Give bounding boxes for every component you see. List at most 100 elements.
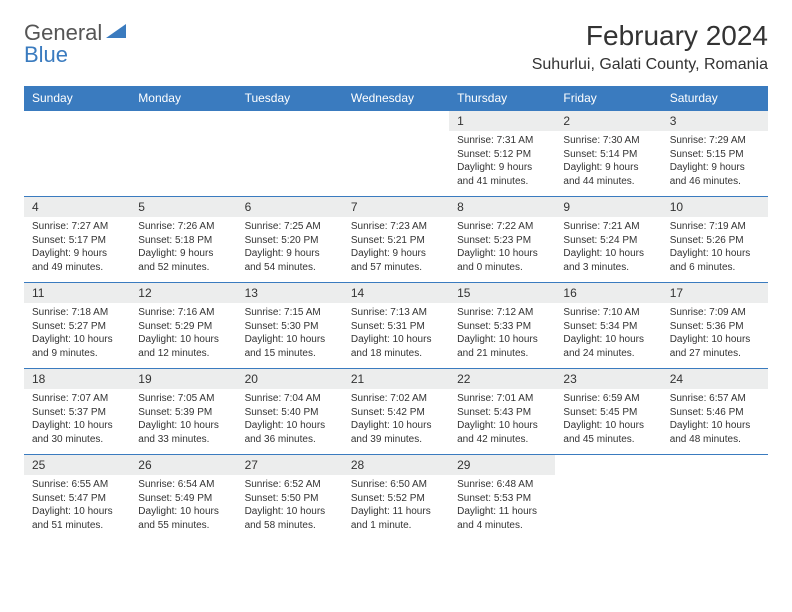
day-line: Sunset: 5:39 PM: [138, 406, 228, 420]
day-content: Sunrise: 7:12 AMSunset: 5:33 PMDaylight:…: [449, 303, 555, 363]
day-line: Sunset: 5:53 PM: [457, 492, 547, 506]
day-number: 11: [24, 283, 130, 303]
day-line: Sunset: 5:49 PM: [138, 492, 228, 506]
calendar-day-cell: 20Sunrise: 7:04 AMSunset: 5:40 PMDayligh…: [237, 369, 343, 455]
day-content: Sunrise: 7:01 AMSunset: 5:43 PMDaylight:…: [449, 389, 555, 449]
day-number: 14: [343, 283, 449, 303]
day-content: Sunrise: 7:29 AMSunset: 5:15 PMDaylight:…: [662, 131, 768, 191]
day-line: Sunset: 5:20 PM: [245, 234, 335, 248]
day-line: Daylight: 10 hours: [245, 505, 335, 519]
header: General February 2024 Suhurlui, Galati C…: [24, 20, 768, 74]
calendar-day-cell: 27Sunrise: 6:52 AMSunset: 5:50 PMDayligh…: [237, 455, 343, 541]
day-content: Sunrise: 7:22 AMSunset: 5:23 PMDaylight:…: [449, 217, 555, 277]
day-line: Daylight: 10 hours: [32, 419, 122, 433]
day-number: 29: [449, 455, 555, 475]
day-line: and 21 minutes.: [457, 347, 547, 361]
day-content: Sunrise: 7:18 AMSunset: 5:27 PMDaylight:…: [24, 303, 130, 363]
day-line: Sunrise: 7:09 AM: [670, 306, 760, 320]
day-content: Sunrise: 6:48 AMSunset: 5:53 PMDaylight:…: [449, 475, 555, 535]
day-line: Sunrise: 7:27 AM: [32, 220, 122, 234]
day-line: and 54 minutes.: [245, 261, 335, 275]
day-line: Daylight: 10 hours: [563, 247, 653, 261]
day-number: 2: [555, 111, 661, 131]
day-number: 6: [237, 197, 343, 217]
day-line: Sunset: 5:33 PM: [457, 320, 547, 334]
day-line: Sunrise: 7:05 AM: [138, 392, 228, 406]
day-line: Sunset: 5:29 PM: [138, 320, 228, 334]
day-line: Sunset: 5:21 PM: [351, 234, 441, 248]
calendar-day-cell: 29Sunrise: 6:48 AMSunset: 5:53 PMDayligh…: [449, 455, 555, 541]
calendar-day-cell: 16Sunrise: 7:10 AMSunset: 5:34 PMDayligh…: [555, 283, 661, 369]
day-line: Sunrise: 7:23 AM: [351, 220, 441, 234]
day-line: Daylight: 11 hours: [457, 505, 547, 519]
logo-line2: Blue: [24, 42, 68, 68]
calendar-day-cell: 2Sunrise: 7:30 AMSunset: 5:14 PMDaylight…: [555, 111, 661, 197]
calendar-day-cell: 14Sunrise: 7:13 AMSunset: 5:31 PMDayligh…: [343, 283, 449, 369]
day-line: Sunrise: 6:55 AM: [32, 478, 122, 492]
day-content: Sunrise: 6:52 AMSunset: 5:50 PMDaylight:…: [237, 475, 343, 535]
month-title: February 2024: [532, 20, 768, 52]
day-line: Daylight: 10 hours: [138, 505, 228, 519]
day-line: Sunrise: 6:57 AM: [670, 392, 760, 406]
day-line: Sunset: 5:42 PM: [351, 406, 441, 420]
day-number: 23: [555, 369, 661, 389]
calendar-day-cell: 15Sunrise: 7:12 AMSunset: 5:33 PMDayligh…: [449, 283, 555, 369]
day-content: Sunrise: 7:27 AMSunset: 5:17 PMDaylight:…: [24, 217, 130, 277]
calendar-day-cell: 28Sunrise: 6:50 AMSunset: 5:52 PMDayligh…: [343, 455, 449, 541]
day-line: and 49 minutes.: [32, 261, 122, 275]
day-line: and 12 minutes.: [138, 347, 228, 361]
day-number: 12: [130, 283, 236, 303]
calendar-week-row: 11Sunrise: 7:18 AMSunset: 5:27 PMDayligh…: [24, 283, 768, 369]
weekday-header-row: SundayMondayTuesdayWednesdayThursdayFrid…: [24, 86, 768, 111]
day-content: Sunrise: 6:55 AMSunset: 5:47 PMDaylight:…: [24, 475, 130, 535]
calendar-day-cell: [662, 455, 768, 541]
day-line: Sunset: 5:34 PM: [563, 320, 653, 334]
day-line: Daylight: 9 hours: [351, 247, 441, 261]
calendar-day-cell: 25Sunrise: 6:55 AMSunset: 5:47 PMDayligh…: [24, 455, 130, 541]
day-number: 26: [130, 455, 236, 475]
day-content: Sunrise: 7:21 AMSunset: 5:24 PMDaylight:…: [555, 217, 661, 277]
day-content: Sunrise: 6:59 AMSunset: 5:45 PMDaylight:…: [555, 389, 661, 449]
day-number: 3: [662, 111, 768, 131]
day-line: Sunset: 5:31 PM: [351, 320, 441, 334]
calendar-table: SundayMondayTuesdayWednesdayThursdayFrid…: [24, 86, 768, 541]
day-content: Sunrise: 7:10 AMSunset: 5:34 PMDaylight:…: [555, 303, 661, 363]
calendar-day-cell: 4Sunrise: 7:27 AMSunset: 5:17 PMDaylight…: [24, 197, 130, 283]
day-line: Sunrise: 7:21 AM: [563, 220, 653, 234]
weekday-header: Saturday: [662, 86, 768, 111]
calendar-day-cell: [130, 111, 236, 197]
day-content: Sunrise: 7:02 AMSunset: 5:42 PMDaylight:…: [343, 389, 449, 449]
day-line: Sunrise: 7:19 AM: [670, 220, 760, 234]
day-line: Daylight: 10 hours: [32, 333, 122, 347]
day-line: Sunrise: 7:07 AM: [32, 392, 122, 406]
day-number: 25: [24, 455, 130, 475]
day-line: Sunset: 5:36 PM: [670, 320, 760, 334]
day-line: Sunset: 5:24 PM: [563, 234, 653, 248]
day-line: and 51 minutes.: [32, 519, 122, 533]
day-line: and 33 minutes.: [138, 433, 228, 447]
day-line: and 24 minutes.: [563, 347, 653, 361]
day-content: Sunrise: 6:54 AMSunset: 5:49 PMDaylight:…: [130, 475, 236, 535]
day-line: Daylight: 9 hours: [563, 161, 653, 175]
day-line: Sunset: 5:47 PM: [32, 492, 122, 506]
day-number: 21: [343, 369, 449, 389]
day-line: and 9 minutes.: [32, 347, 122, 361]
day-line: Daylight: 10 hours: [32, 505, 122, 519]
calendar-day-cell: 5Sunrise: 7:26 AMSunset: 5:18 PMDaylight…: [130, 197, 236, 283]
calendar-week-row: 25Sunrise: 6:55 AMSunset: 5:47 PMDayligh…: [24, 455, 768, 541]
day-number: 4: [24, 197, 130, 217]
day-content: Sunrise: 7:13 AMSunset: 5:31 PMDaylight:…: [343, 303, 449, 363]
day-line: and 57 minutes.: [351, 261, 441, 275]
day-line: and 41 minutes.: [457, 175, 547, 189]
day-line: Sunset: 5:18 PM: [138, 234, 228, 248]
day-line: Daylight: 11 hours: [351, 505, 441, 519]
day-line: and 30 minutes.: [32, 433, 122, 447]
calendar-day-cell: 19Sunrise: 7:05 AMSunset: 5:39 PMDayligh…: [130, 369, 236, 455]
day-line: and 36 minutes.: [245, 433, 335, 447]
calendar-day-cell: 13Sunrise: 7:15 AMSunset: 5:30 PMDayligh…: [237, 283, 343, 369]
day-number: 16: [555, 283, 661, 303]
day-line: Sunrise: 7:31 AM: [457, 134, 547, 148]
calendar-day-cell: [555, 455, 661, 541]
day-line: Sunset: 5:23 PM: [457, 234, 547, 248]
day-line: Daylight: 10 hours: [670, 247, 760, 261]
